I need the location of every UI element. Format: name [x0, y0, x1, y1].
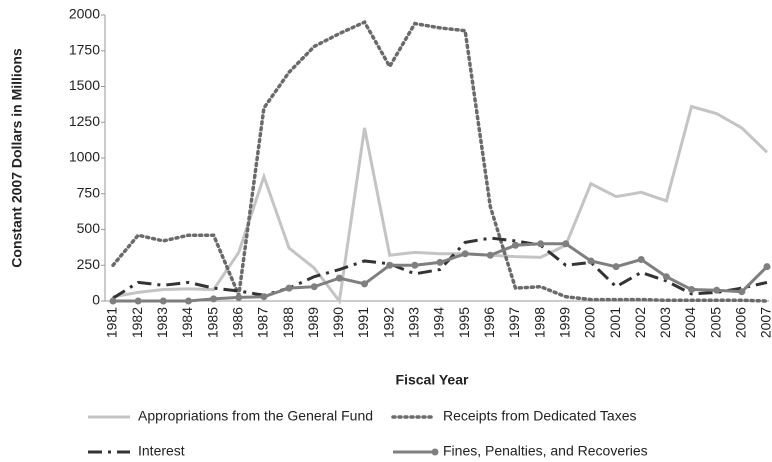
series-marker [763, 263, 771, 271]
series-marker [486, 251, 494, 259]
series-marker [436, 258, 444, 266]
series-marker [411, 261, 419, 269]
x-tick-label: 1987 [255, 307, 271, 338]
x-tick-label: 1995 [456, 307, 472, 338]
x-tick-label: 1986 [229, 307, 245, 338]
x-tick-label: 2000 [582, 307, 598, 338]
series-marker [134, 297, 142, 305]
series-marker [562, 240, 570, 248]
series-marker [361, 280, 369, 288]
x-tick-label: 2002 [632, 307, 648, 338]
series-marker [210, 295, 218, 303]
series-marker [461, 250, 469, 258]
x-tick-label: 1983 [154, 307, 170, 338]
series-marker [285, 284, 293, 292]
series-marker [587, 257, 595, 265]
y-axis-title: Constant 2007 Dollars in Millions [9, 48, 25, 268]
series-marker [386, 261, 394, 269]
series-marker [310, 283, 318, 291]
legend-label: Fines, Penalties, and Recoveries [443, 443, 648, 459]
series-marker [109, 297, 117, 305]
y-tick-label: 500 [77, 220, 101, 236]
y-tick-label: 2000 [69, 6, 100, 22]
x-tick-label: 1991 [355, 307, 371, 338]
y-tick-label: 1000 [69, 149, 100, 165]
x-tick-label: 2006 [733, 307, 749, 338]
legend-label: Receipts from Dedicated Taxes [443, 408, 637, 424]
y-tick-label: 250 [77, 256, 101, 272]
x-tick-label: 1999 [556, 307, 572, 338]
x-tick-label: 1996 [481, 307, 497, 338]
legend-label: Interest [138, 443, 185, 459]
x-tick-label: 1981 [104, 307, 120, 338]
x-tick-label: 2003 [657, 307, 673, 338]
y-tick-label: 1250 [69, 113, 100, 129]
series-marker [235, 293, 243, 301]
series-marker [637, 256, 645, 264]
x-tick-label: 1998 [531, 307, 547, 338]
x-tick-label: 1997 [506, 307, 522, 338]
series-line [112, 104, 769, 305]
series-marker [335, 274, 343, 282]
x-axis-title: Fiscal Year [396, 372, 469, 388]
x-tick-label: 2001 [607, 307, 623, 338]
y-tick-label: 0 [92, 292, 100, 308]
x-tick-label: 1982 [129, 307, 145, 338]
y-tick-label: 750 [77, 184, 101, 200]
x-tick-label: 1985 [204, 307, 220, 338]
x-tick-label: 2005 [707, 307, 723, 338]
series-marker [511, 241, 519, 249]
series-marker [260, 293, 268, 301]
x-tick-label: 1994 [431, 307, 447, 338]
series-line [112, 236, 768, 300]
x-tick-label: 2007 [758, 307, 772, 338]
y-tick-label: 1750 [69, 41, 100, 57]
series-marker [537, 240, 545, 248]
series-marker [184, 297, 192, 305]
y-tick-label: 1500 [69, 77, 100, 93]
series-marker [713, 286, 721, 294]
x-tick-label: 1989 [305, 307, 321, 338]
x-tick-label: 1990 [330, 307, 346, 338]
x-tick-label: 1988 [280, 307, 296, 338]
series-marker [612, 263, 620, 271]
series-marker [662, 273, 670, 281]
x-tick-label: 2004 [682, 307, 698, 338]
legend-marker [431, 448, 439, 456]
x-tick-label: 1993 [406, 307, 422, 338]
series-marker [688, 286, 696, 294]
series-line [111, 19, 769, 303]
legend-label: Appropriations from the General Fund [138, 408, 373, 424]
series-marker [159, 297, 167, 305]
x-tick-label: 1992 [380, 307, 396, 338]
series-marker [738, 288, 746, 296]
x-tick-label: 1984 [179, 307, 195, 338]
